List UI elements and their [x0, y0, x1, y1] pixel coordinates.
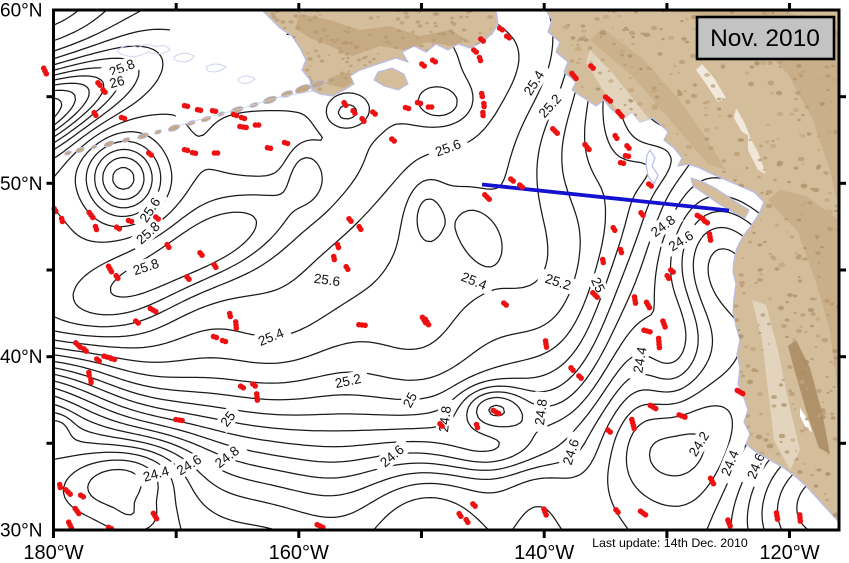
svg-text:24.4: 24.4 [141, 463, 171, 484]
svg-text:26: 26 [108, 73, 126, 91]
svg-text:24.8: 24.8 [436, 405, 454, 433]
svg-text:30°N: 30°N [0, 521, 42, 542]
svg-text:25: 25 [588, 275, 608, 295]
svg-text:Nov. 2010: Nov. 2010 [710, 25, 820, 52]
svg-text:25: 25 [400, 390, 420, 410]
svg-text:25: 25 [217, 408, 238, 429]
svg-text:24.4: 24.4 [630, 345, 649, 374]
svg-text:25.6: 25.6 [313, 271, 341, 290]
svg-text:60°N: 60°N [0, 1, 42, 22]
svg-text:50°N: 50°N [0, 174, 42, 195]
svg-text:25.2: 25.2 [334, 371, 363, 391]
svg-text:24.8: 24.8 [532, 398, 550, 426]
svg-text:140°W: 140°W [514, 542, 574, 563]
svg-text:120°W: 120°W [759, 542, 819, 563]
svg-text:Last update: 14th Dec. 2010: Last update: 14th Dec. 2010 [592, 536, 748, 550]
svg-text:40°N: 40°N [0, 347, 42, 368]
svg-text:180°W: 180°W [23, 542, 83, 563]
svg-text:160°W: 160°W [269, 542, 329, 563]
